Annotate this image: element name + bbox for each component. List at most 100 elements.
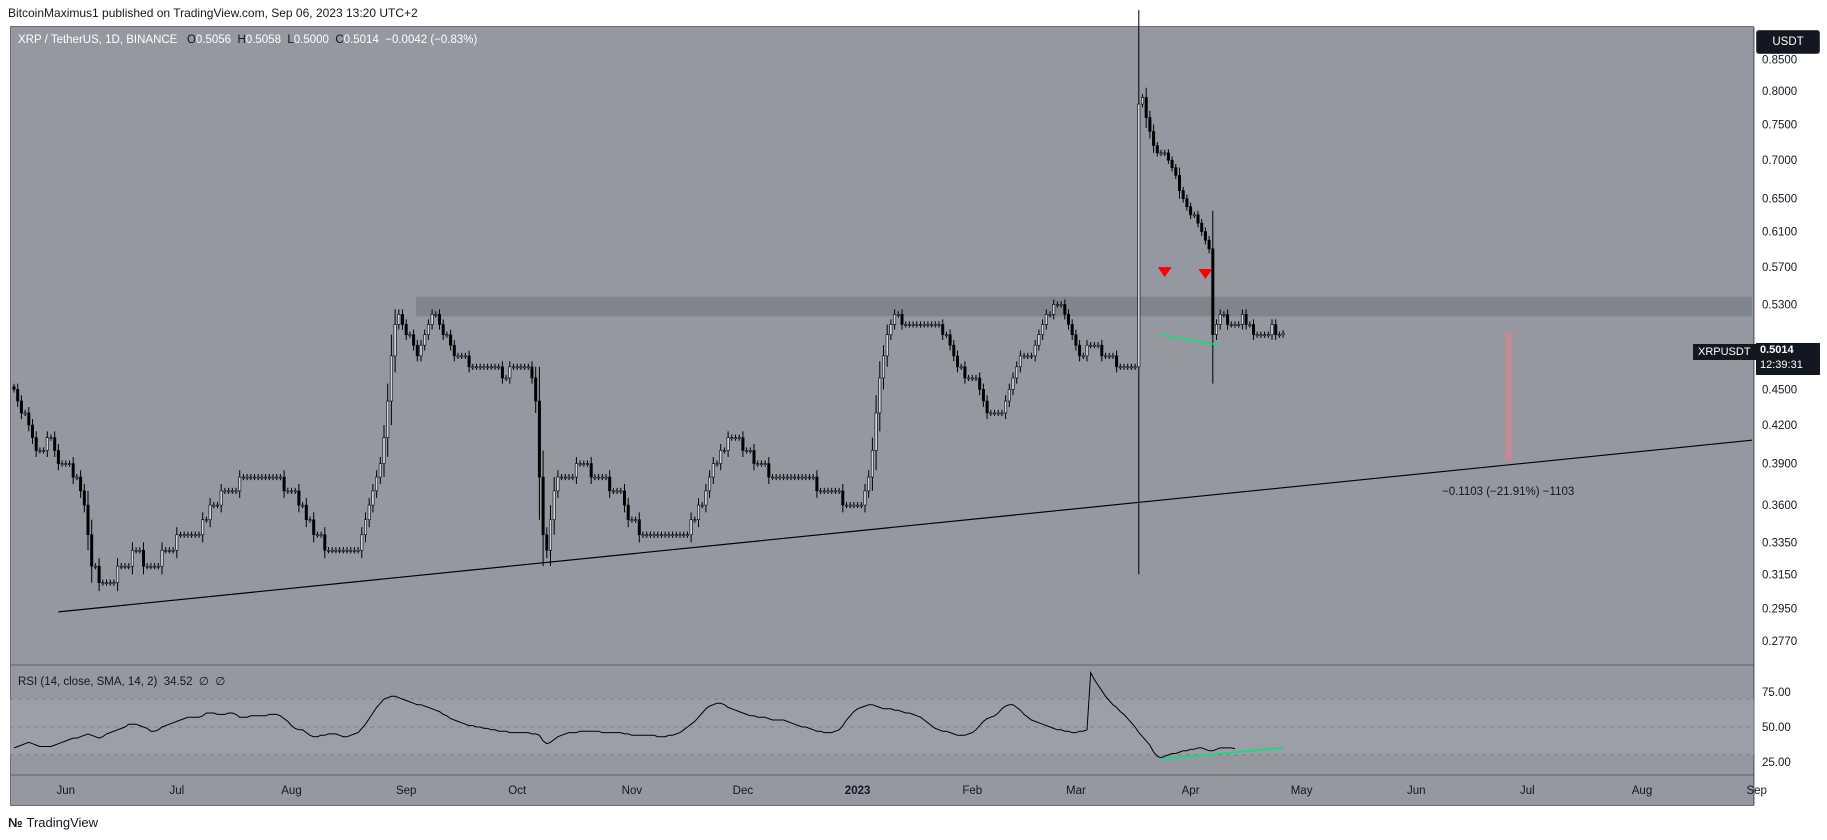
candle	[804, 476, 808, 479]
candle	[574, 463, 578, 478]
candle	[193, 534, 197, 537]
candle	[752, 450, 756, 464]
candle	[408, 334, 412, 337]
candle	[548, 519, 552, 551]
candle	[830, 490, 834, 493]
candle	[600, 476, 604, 479]
candle	[260, 476, 264, 479]
candle	[134, 549, 138, 552]
symbol-title[interactable]: XRP / TetherUS, 1D, BINANCE	[18, 34, 178, 46]
time-tick-label: Mar	[1066, 785, 1086, 797]
candle	[293, 490, 297, 493]
bearish-signal-marker	[1157, 267, 1172, 278]
candle	[201, 519, 205, 536]
candle	[223, 490, 227, 493]
price-tick-label: 0.8000	[1762, 86, 1797, 98]
candle	[1081, 355, 1085, 358]
candle	[297, 490, 301, 506]
candle	[1155, 145, 1159, 154]
candle	[1200, 222, 1204, 232]
candle	[68, 463, 72, 465]
close-value: 0.5014	[343, 34, 379, 46]
candle	[71, 463, 75, 478]
price-tick-label: 0.6100	[1762, 227, 1797, 239]
candle	[430, 314, 434, 325]
candle	[1129, 366, 1133, 369]
footer-brand[interactable]: TradingView	[26, 815, 99, 830]
candle	[1100, 344, 1104, 357]
candle	[985, 400, 989, 414]
candle	[138, 549, 142, 552]
candle	[585, 463, 589, 465]
time-tick-label: Apr	[1182, 785, 1200, 797]
candle	[219, 490, 223, 506]
candle	[53, 437, 57, 451]
time-tick-label: Jul	[169, 785, 184, 797]
candle	[933, 324, 937, 326]
candle	[563, 476, 567, 479]
candle	[1022, 355, 1026, 358]
rsi-title[interactable]: RSI (14, close, SMA, 14, 2)	[18, 676, 158, 688]
candle	[937, 324, 941, 326]
candle	[234, 490, 238, 493]
candle	[216, 504, 220, 507]
currency-button[interactable]: USDT	[1756, 30, 1820, 54]
price-tick-label: 0.3150	[1762, 569, 1797, 581]
candle	[689, 519, 693, 536]
candle	[1218, 314, 1222, 325]
candle	[634, 519, 638, 522]
candle	[101, 582, 105, 584]
candle	[848, 504, 852, 507]
candle	[116, 565, 120, 583]
footer: № TradingView	[8, 815, 98, 830]
candle	[375, 476, 379, 492]
candle	[371, 490, 375, 506]
last-price-value: 0.5014	[1760, 344, 1794, 356]
candle	[1041, 324, 1045, 336]
candle	[608, 476, 612, 492]
tradingview-logo-icon[interactable]: №	[8, 815, 23, 830]
candle	[93, 565, 97, 568]
candle	[893, 314, 897, 325]
price-tick-label: 0.3350	[1762, 537, 1797, 549]
price-tick-label: 0.3900	[1762, 459, 1797, 471]
rsi-divergence-line	[1160, 747, 1284, 760]
candle	[404, 324, 408, 336]
candle	[1092, 344, 1096, 347]
candle	[885, 334, 889, 357]
candle	[1163, 152, 1167, 155]
candle	[959, 366, 963, 369]
candle	[238, 476, 242, 492]
candle	[663, 534, 667, 537]
candle	[789, 476, 793, 479]
candle	[552, 490, 556, 521]
candle	[1078, 344, 1082, 357]
bearish-signal-marker	[1198, 269, 1213, 280]
candle	[674, 534, 678, 537]
rsi-extra-2: ∅	[215, 676, 226, 688]
candle	[589, 463, 593, 478]
candle	[330, 549, 334, 552]
candle	[800, 476, 804, 479]
candle	[1030, 355, 1034, 358]
candle	[1178, 174, 1182, 192]
candle	[167, 549, 171, 552]
candle	[534, 377, 538, 402]
candle	[1141, 97, 1145, 105]
candle	[249, 476, 253, 479]
candle	[904, 324, 908, 326]
candle	[271, 476, 275, 479]
candle	[793, 476, 797, 479]
time-tick-label: Jun	[57, 785, 76, 797]
candle	[1222, 314, 1226, 316]
time-tick-label: Jun	[1407, 785, 1426, 797]
candle	[79, 476, 83, 492]
candle	[367, 504, 371, 521]
candle	[245, 476, 249, 479]
time-tick-label: Sep	[1746, 785, 1766, 797]
candle	[619, 490, 623, 493]
candle	[12, 386, 16, 390]
price-tick-label: 0.3600	[1762, 500, 1797, 512]
candle	[1085, 344, 1089, 357]
